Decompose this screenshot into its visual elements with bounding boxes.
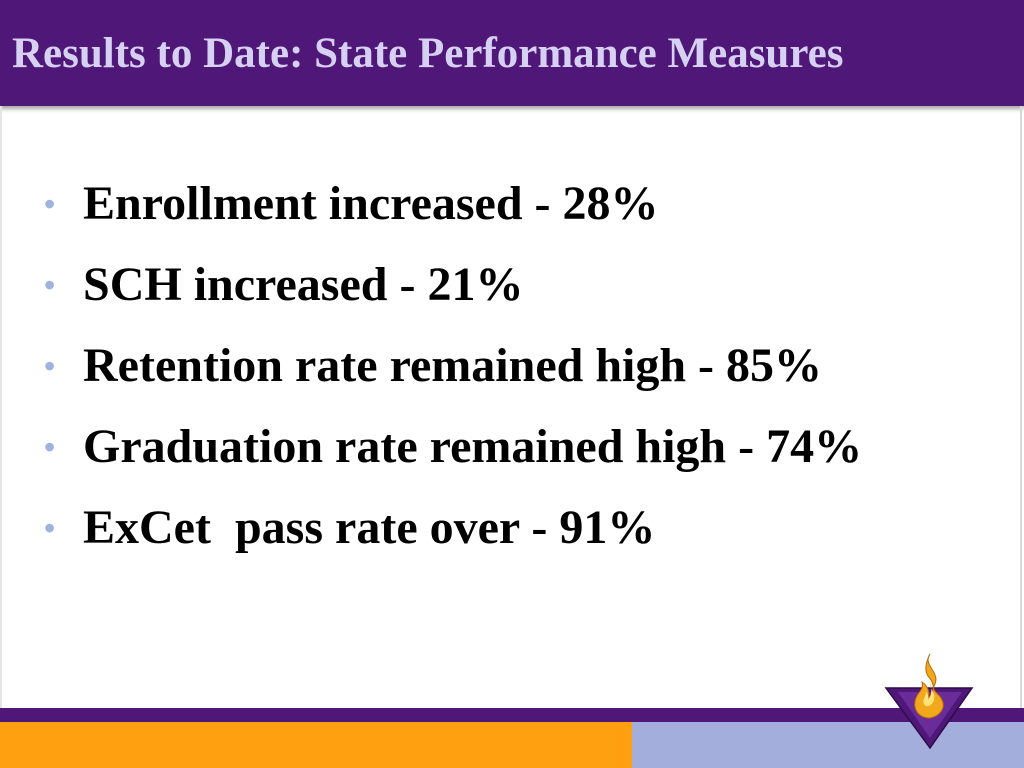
bullet-text: ExCet pass rate over - 91% xyxy=(83,501,656,554)
bullet-marker: • xyxy=(44,429,56,465)
bullet-marker: • xyxy=(44,186,56,222)
bullet-marker: • xyxy=(44,510,56,546)
flame-chevron-logo xyxy=(884,653,974,750)
bullet-text: Enrollment increased - 28% xyxy=(83,177,659,230)
bullet-text: Graduation rate remained high - 74% xyxy=(83,420,863,473)
content-frame xyxy=(0,106,1022,708)
bullet-text: SCH increased - 21% xyxy=(83,258,524,311)
footer-gold-band xyxy=(0,722,632,768)
title-bar: Results to Date: State Performance Measu… xyxy=(0,0,1024,106)
footer-lavender-band xyxy=(632,722,1024,768)
bullet-marker: • xyxy=(44,348,56,384)
bullet-text: Retention rate remained high - 85% xyxy=(83,339,823,392)
flame-shape xyxy=(914,653,944,719)
slide-title: Results to Date: State Performance Measu… xyxy=(12,30,844,77)
bullet-marker: • xyxy=(44,267,56,303)
flame-inner xyxy=(923,680,935,707)
footer-purple-stripe xyxy=(0,708,1024,722)
